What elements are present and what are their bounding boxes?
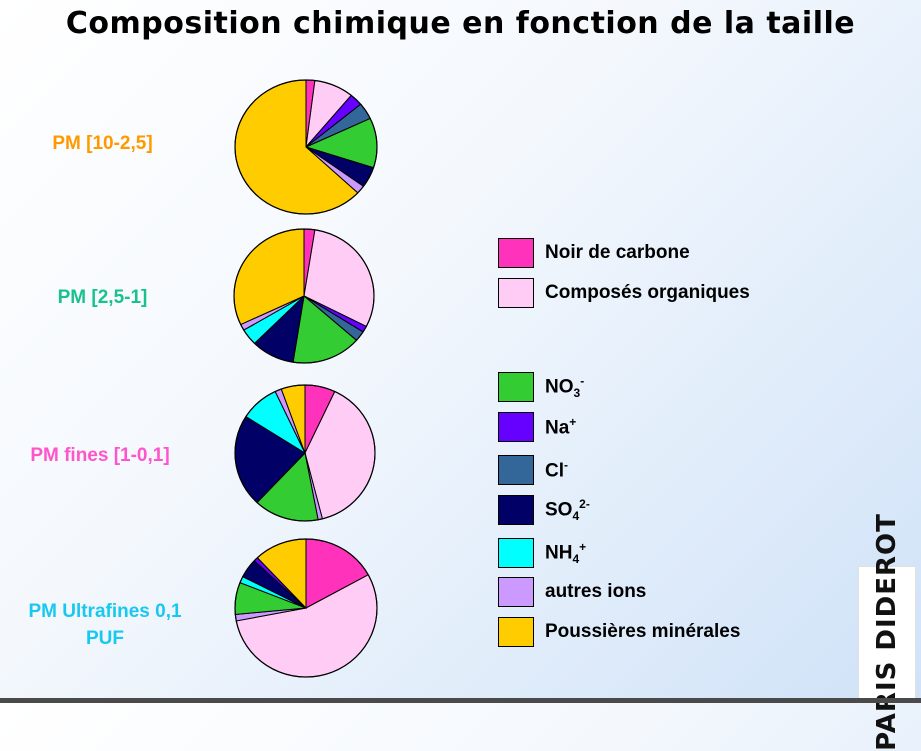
pie-3-outline — [234, 538, 378, 678]
legend-item-nh4: NH4+ — [498, 538, 586, 568]
pie-label-pm-fines: PM fines [1-0,1] — [30, 445, 170, 466]
legend-label-other: autres ions — [545, 581, 647, 602]
legend-item-bc: Noir de carbone — [498, 238, 690, 268]
legend-swatch-nh4 — [498, 538, 534, 568]
bottom-bar — [0, 698, 921, 703]
logo-text: PARIS DIDEROT — [872, 513, 902, 751]
legend-swatch-dust — [498, 617, 534, 647]
legend-label-cl: Cl- — [545, 457, 568, 482]
pie-0-outline — [234, 79, 378, 215]
legend-swatch-other — [498, 577, 534, 607]
pie-2-outline — [234, 384, 376, 522]
legend-label-na: Na+ — [545, 414, 577, 439]
legend-item-dust: Poussières minérales — [498, 617, 740, 647]
pie-1-outline — [233, 228, 375, 364]
legend-item-no3: NO3- — [498, 372, 584, 402]
legend-swatch-no3 — [498, 372, 534, 402]
legend-label-dust: Poussières minérales — [545, 621, 741, 642]
pie-label-pm2-5: PM [2,5-1] — [57, 287, 148, 308]
legend-item-org: Composés organiques — [498, 278, 750, 308]
legend-item-other: autres ions — [498, 577, 646, 607]
pie-charts — [233, 79, 378, 678]
pie-label-pm10: PM [10-2,5] — [52, 133, 153, 154]
pie-label-pm-ultrafines: PM Ultrafines 0,1 PUF — [28, 601, 182, 649]
legend-label-so4: SO42- — [545, 496, 590, 524]
legend-item-so4: SO42- — [498, 495, 590, 525]
legend-item-na: Na+ — [498, 412, 576, 442]
legend-label-no3: NO3- — [545, 373, 585, 401]
legend-label-nh4: NH4+ — [545, 539, 587, 567]
legend-item-cl: Cl- — [498, 455, 568, 485]
page-title: Composition chimique en fonction de la t… — [65, 6, 856, 41]
legend-swatch-na — [498, 412, 534, 442]
legend-swatch-org — [498, 278, 534, 308]
legend-label-org: Composés organiques — [545, 282, 750, 303]
legend-swatch-cl — [498, 455, 534, 485]
legend-swatch-so4 — [498, 495, 534, 525]
legend-swatch-bc — [498, 238, 534, 268]
legend-label-bc: Noir de carbone — [545, 242, 690, 263]
university-logo: PARIS DIDEROT — [858, 513, 916, 751]
